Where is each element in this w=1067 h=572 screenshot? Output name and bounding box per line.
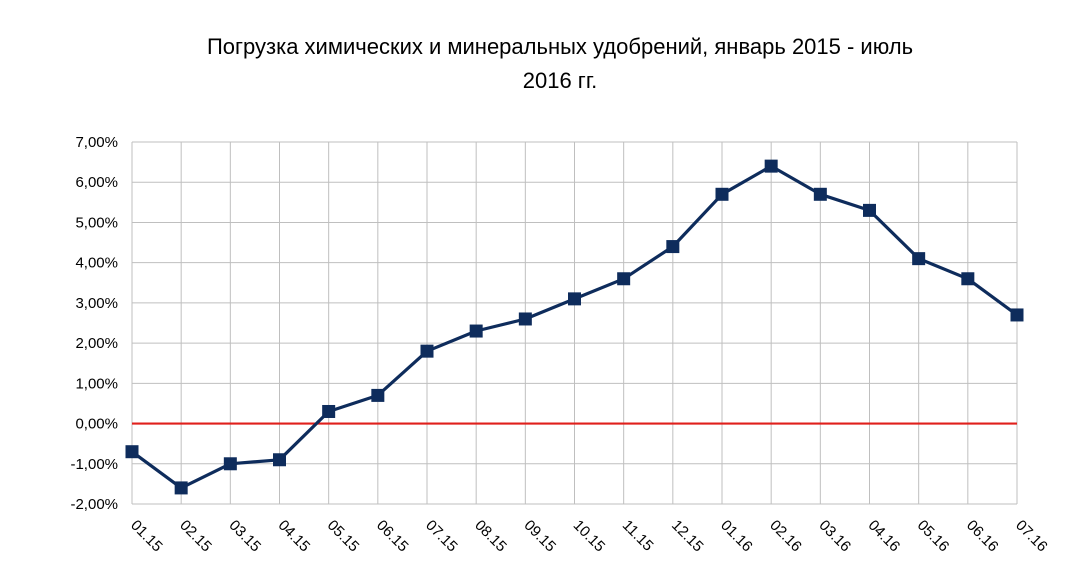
data-point-marker [174, 481, 188, 495]
x-tick-label: 11.15 [619, 517, 657, 555]
y-axis-tick-labels: 7,00% 6,00% 5,00% 4,00% 3,00% 2,00% 1,00% 0,00%… [70, 134, 118, 513]
x-tick-label: 05.16 [914, 517, 953, 556]
data-point-marker [666, 240, 680, 254]
x-tick-label: 01.15 [127, 517, 166, 556]
y-tick-label: 7,00% [75, 134, 118, 151]
data-point-marker [273, 453, 286, 467]
axes [131, 142, 1017, 504]
data-point-marker [813, 187, 827, 201]
x-tick-label: 04.15 [275, 517, 314, 556]
y-tick-label: 5,00% [75, 214, 118, 231]
x-tick-label: 03.16 [816, 517, 855, 556]
data-point-marker [961, 272, 975, 286]
data-point-marker [420, 344, 434, 358]
data-point-marker [1010, 308, 1024, 322]
y-tick-label: 2,00% [75, 335, 118, 352]
data-point-marker [863, 203, 876, 217]
data-point-marker [371, 388, 385, 402]
x-tick-label: 03.15 [226, 517, 265, 556]
x-tick-label: 07.15 [422, 517, 461, 556]
x-tick-label: 09.15 [521, 517, 560, 556]
y-tick-label: 1,00% [75, 375, 118, 392]
data-point-marker [469, 324, 483, 338]
x-tick-label: 12.15 [668, 517, 707, 556]
chart-title-line-2: 2016 гг. [522, 68, 598, 93]
data-point-marker [518, 312, 532, 326]
y-tick-label: 4,00% [75, 255, 118, 272]
chart-title: Погрузка химических и минеральных удобре… [0, 30, 1067, 98]
y-tick-label: 0,00% [75, 416, 118, 433]
x-tick-label: 02.15 [176, 517, 215, 556]
chart-title-line-1: Погрузка химических и минеральных удобре… [206, 34, 914, 59]
data-point-marker [715, 187, 729, 201]
data-point-marker [223, 457, 237, 471]
x-tick-label: 10.15 [570, 517, 609, 556]
x-tick-label: 08.15 [471, 517, 510, 556]
y-tick-label: -2,00% [70, 496, 118, 513]
x-axis-tick-labels: 01.15 02.15 03.15 04.15 05.15 06.15 07.15 08.15… [127, 517, 1051, 556]
data-point-marker [912, 252, 926, 266]
x-tick-label: 04.16 [865, 517, 904, 556]
y-tick-label: 3,00% [75, 295, 118, 312]
grid [131, 141, 1018, 505]
y-tick-label: -1,00% [70, 456, 118, 473]
x-tick-label: 06.15 [373, 517, 412, 556]
x-tick-label: 07.16 [1012, 517, 1051, 556]
data-point-marker [125, 445, 139, 459]
x-tick-label: 06.16 [963, 517, 1002, 556]
x-tick-label: 02.16 [766, 517, 805, 556]
data-point-marker [568, 292, 581, 306]
data-point-marker [617, 272, 631, 286]
series [125, 159, 1024, 495]
data-point-marker [764, 159, 778, 173]
y-tick-label: 6,00% [75, 174, 118, 191]
x-tick-label: 05.15 [324, 517, 363, 556]
data-point-marker [322, 404, 336, 418]
x-tick-label: 01.16 [717, 517, 756, 556]
